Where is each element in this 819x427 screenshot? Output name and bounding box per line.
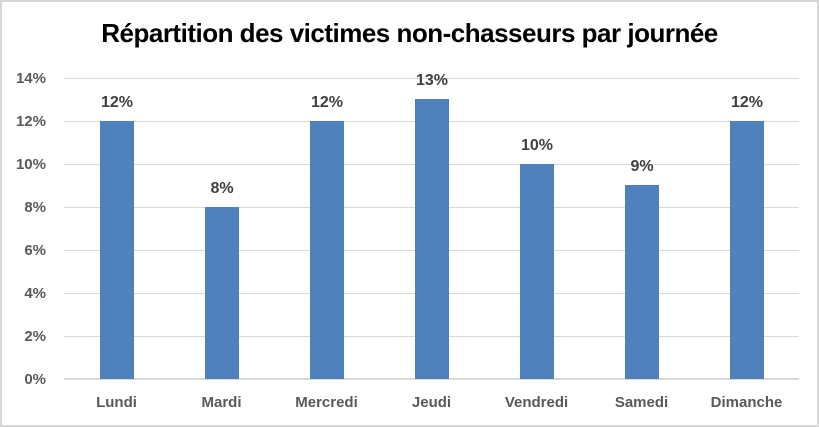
x-axis-category-label: Dimanche: [710, 394, 783, 411]
bar-samedi: [625, 185, 659, 379]
y-axis-tick-label: 0%: [24, 371, 46, 388]
y-axis-tick-label: 4%: [24, 285, 46, 302]
gridline: [64, 78, 799, 79]
y-axis-tick-label: 14%: [15, 70, 46, 87]
y-axis-tick-label: 10%: [15, 156, 46, 173]
y-axis-tick-label: 6%: [24, 242, 46, 259]
bar-value-label: 12%: [310, 94, 344, 111]
x-axis-category-label: Mardi: [201, 394, 242, 411]
bar-value-label: 9%: [630, 158, 654, 175]
y-axis-tick-label: 12%: [15, 113, 46, 130]
bar-dimanche: [730, 121, 764, 379]
x-axis-category-label: Mercredi: [295, 394, 358, 411]
bar-vendredi: [520, 164, 554, 379]
bar-jeudi: [415, 99, 449, 379]
y-axis-tick-label: 8%: [24, 199, 46, 216]
chart-title: Répartition des victimes non-chasseurs p…: [101, 18, 718, 48]
bar-value-label: 13%: [415, 72, 449, 89]
bar-value-label: 12%: [100, 94, 134, 111]
bar-value-label: 8%: [210, 180, 234, 197]
plot-area: [64, 78, 799, 380]
x-axis-category-label: Samedi: [614, 394, 669, 411]
x-axis-category-label: Lundi: [96, 394, 137, 411]
x-axis-category-label: Vendredi: [504, 394, 569, 411]
x-axis-line: [64, 378, 799, 380]
bar-mercredi: [310, 121, 344, 379]
bar-lundi: [100, 121, 134, 379]
x-axis-category-label: Jeudi: [411, 394, 452, 411]
bar-value-label: 12%: [730, 94, 764, 111]
bar-mardi: [205, 207, 239, 379]
bar-value-label: 10%: [520, 137, 554, 154]
y-axis-tick-label: 2%: [24, 328, 46, 345]
